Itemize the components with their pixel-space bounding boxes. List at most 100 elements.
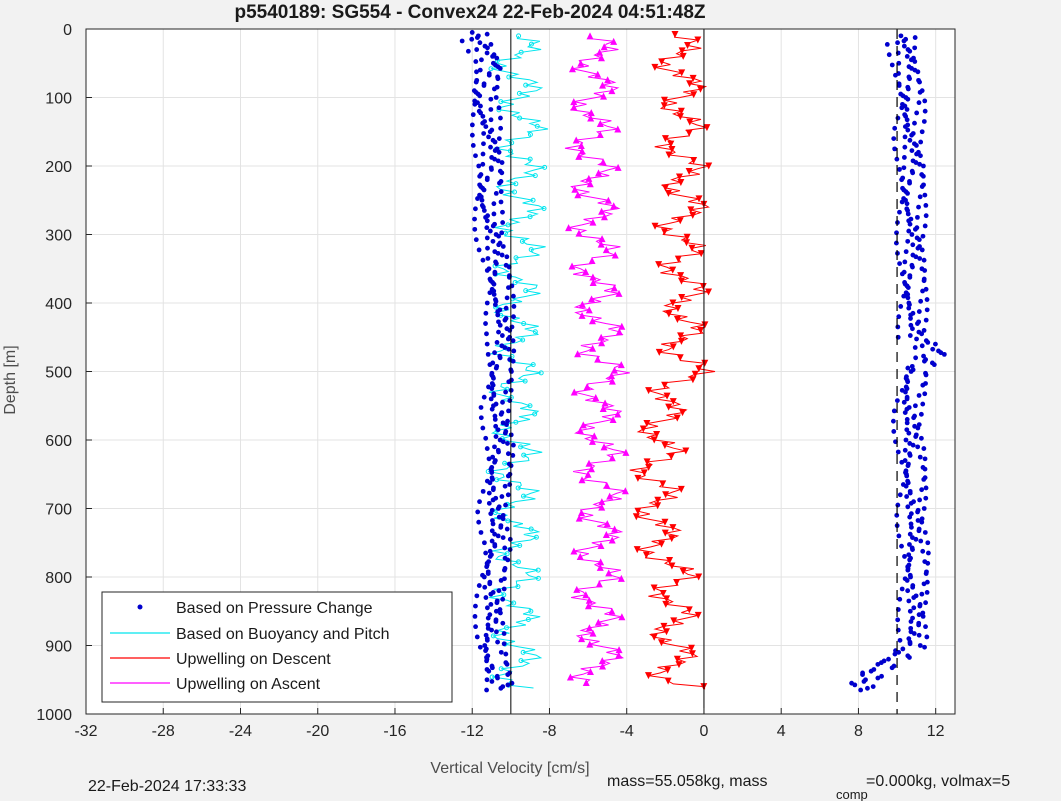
pressure-change-point [907, 531, 913, 537]
pressure-change-point [504, 422, 509, 427]
upwelling-descent-marker [661, 518, 669, 526]
upwelling-descent-marker [679, 52, 687, 60]
upwelling-descent-marker [644, 672, 652, 680]
pressure-change-point [493, 608, 499, 614]
upwelling-ascent-marker [576, 426, 584, 434]
pressure-change-point [478, 530, 484, 535]
pressure-change-point [488, 602, 494, 607]
pressure-change-point [905, 285, 911, 290]
pressure-change-point [481, 83, 487, 88]
pressure-change-point [478, 110, 484, 116]
pressure-change-point [488, 144, 493, 150]
pressure-change-point [480, 151, 486, 157]
x-tick-label: 12 [927, 723, 945, 740]
pressure-change-point [506, 408, 511, 414]
pressure-change-point [902, 134, 908, 140]
pressure-change-point [908, 574, 913, 580]
pressure-change-point [489, 406, 495, 412]
pressure-change-point [500, 220, 506, 225]
pressure-change-point [914, 151, 919, 157]
pressure-change-point [484, 605, 490, 611]
upwelling-ascent-marker [606, 492, 614, 500]
pressure-change-point [922, 98, 928, 104]
buoyancy-pitch-point [513, 419, 519, 425]
upwelling-descent-marker [654, 496, 662, 504]
pressure-change-point [922, 391, 928, 397]
buoyancy-pitch-point [528, 526, 534, 532]
pressure-change-point [897, 596, 903, 602]
upwelling-ascent-marker [614, 163, 622, 171]
upwelling-ascent-marker [578, 300, 586, 308]
pressure-change-point [898, 304, 904, 309]
pressure-change-point [480, 425, 486, 431]
pressure-change-point [920, 382, 926, 388]
pressure-change-point [921, 446, 927, 451]
upwelling-descent-marker [678, 294, 686, 302]
pressure-change-point [501, 641, 507, 647]
pressure-change-point [904, 54, 910, 59]
upwelling-descent-marker [661, 381, 669, 389]
pressure-change-point [909, 232, 915, 237]
pressure-change-point [505, 682, 511, 688]
pressure-change-point [895, 502, 901, 508]
buoyancy-pitch-point [517, 115, 523, 121]
x-tick-label: 4 [777, 723, 786, 740]
footer-mass: mass=55.058kg, mass [607, 773, 768, 790]
pressure-change-point [913, 434, 919, 439]
upwelling-ascent-marker [577, 141, 585, 149]
pressure-change-point [912, 403, 918, 409]
pressure-change-point [904, 473, 910, 479]
y-tick-label: 0 [63, 22, 72, 39]
pressure-change-point [922, 530, 928, 535]
pressure-change-point [891, 136, 897, 142]
buoyancy-pitch-point [530, 197, 536, 203]
pressure-change-point [484, 658, 489, 664]
upwelling-descent-marker [688, 650, 696, 658]
buoyancy-pitch-point [505, 518, 511, 524]
upwelling-descent-marker [696, 85, 704, 93]
y-tick-label: 100 [45, 91, 72, 108]
pressure-change-point [910, 170, 916, 176]
pressure-change-point [484, 31, 490, 37]
upwelling-descent-marker [679, 409, 687, 417]
upwelling-ascent-marker [608, 372, 616, 380]
pressure-change-point [909, 524, 914, 530]
buoyancy-pitch-point [517, 542, 523, 548]
pressure-change-point [920, 288, 925, 294]
upwelling-descent-marker [674, 304, 682, 312]
pressure-change-point [907, 48, 913, 54]
buoyancy-pitch-point [541, 205, 547, 211]
upwelling-ascent-marker [614, 410, 622, 418]
buoyancy-pitch-point [533, 534, 539, 540]
pressure-change-point [484, 687, 489, 693]
pressure-change-point [473, 206, 478, 212]
pressure-change-point [506, 346, 512, 352]
pressure-change-point [505, 473, 511, 479]
upwelling-ascent-marker [576, 552, 584, 560]
pressure-change-point [922, 223, 928, 229]
upwelling-ascent-marker [621, 487, 629, 495]
pressure-change-point [896, 83, 902, 88]
upwelling-ascent-marker [603, 520, 611, 528]
upwelling-descent-marker [664, 189, 672, 197]
pressure-change-point [495, 250, 501, 256]
pressure-change-point [479, 57, 484, 63]
pressure-change-point [506, 285, 511, 290]
pressure-change-point [504, 254, 510, 260]
upwelling-ascent-marker [585, 596, 593, 604]
pressure-change-point [910, 326, 915, 332]
pressure-change-point [923, 571, 929, 576]
pressure-change-point [507, 328, 513, 333]
pressure-change-point [498, 524, 504, 530]
pressure-change-point [484, 677, 490, 683]
pressure-change-point [510, 358, 516, 364]
pressure-change-point [899, 177, 905, 183]
upwelling-descent-marker [669, 266, 677, 274]
upwelling-ascent-marker [588, 317, 596, 325]
buoyancy-pitch-point [516, 33, 522, 39]
pressure-change-point [469, 30, 475, 35]
pressure-change-point [905, 127, 911, 133]
upwelling-descent-marker [668, 535, 676, 543]
pressure-change-point [483, 124, 489, 130]
upwelling-descent-marker [676, 354, 684, 362]
